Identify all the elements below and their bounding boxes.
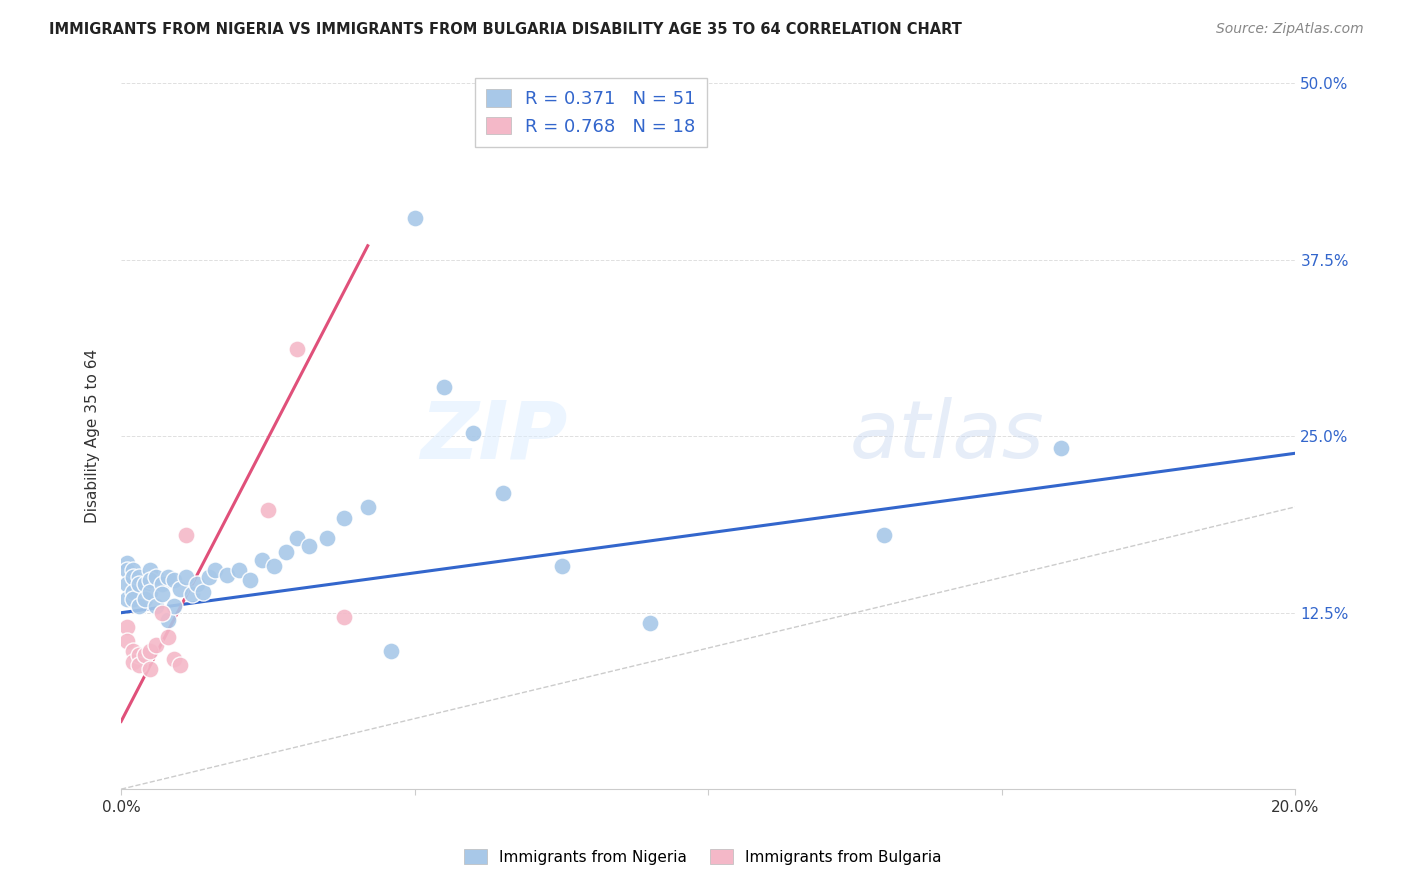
Point xyxy=(134,591,156,606)
Point xyxy=(380,644,402,658)
Point xyxy=(250,553,273,567)
Point xyxy=(122,591,145,606)
Point xyxy=(139,584,162,599)
Point xyxy=(163,652,186,666)
Point xyxy=(139,574,162,588)
Point xyxy=(285,342,308,356)
Point xyxy=(550,559,572,574)
Point xyxy=(285,531,308,545)
Point xyxy=(357,500,380,514)
Point xyxy=(215,567,238,582)
Point xyxy=(239,574,262,588)
Point xyxy=(333,511,356,525)
Point xyxy=(122,655,145,669)
Point xyxy=(492,485,515,500)
Point xyxy=(315,531,337,545)
Text: Source: ZipAtlas.com: Source: ZipAtlas.com xyxy=(1216,22,1364,37)
Point xyxy=(128,599,150,613)
Point xyxy=(139,644,162,658)
Point xyxy=(193,584,215,599)
Point xyxy=(115,563,138,577)
Point xyxy=(128,648,150,662)
Point xyxy=(115,557,138,571)
Text: IMMIGRANTS FROM NIGERIA VS IMMIGRANTS FROM BULGARIA DISABILITY AGE 35 TO 64 CORR: IMMIGRANTS FROM NIGERIA VS IMMIGRANTS FR… xyxy=(49,22,962,37)
Point xyxy=(169,657,191,672)
Point xyxy=(163,574,186,588)
Point xyxy=(169,582,191,596)
Legend: R = 0.371   N = 51, R = 0.768   N = 18: R = 0.371 N = 51, R = 0.768 N = 18 xyxy=(475,78,707,146)
Point xyxy=(333,610,356,624)
Point xyxy=(134,648,156,662)
Point xyxy=(263,559,285,574)
Point xyxy=(1049,441,1071,455)
Point xyxy=(198,570,221,584)
Point xyxy=(204,563,226,577)
Point xyxy=(157,613,180,627)
Point xyxy=(115,634,138,648)
Point xyxy=(145,570,167,584)
Point xyxy=(274,545,297,559)
Point xyxy=(115,577,138,591)
Point xyxy=(145,638,167,652)
Point xyxy=(139,662,162,676)
Point xyxy=(122,570,145,584)
Point xyxy=(150,606,173,620)
Point xyxy=(186,577,208,591)
Point xyxy=(115,620,138,634)
Point xyxy=(157,630,180,644)
Point xyxy=(257,502,280,516)
Text: atlas: atlas xyxy=(849,397,1045,475)
Point xyxy=(873,528,896,542)
Point xyxy=(463,426,485,441)
Point xyxy=(638,615,661,630)
Point xyxy=(298,540,321,554)
Point xyxy=(157,570,180,584)
Point xyxy=(122,563,145,577)
Point xyxy=(174,570,197,584)
Point xyxy=(128,657,150,672)
Point xyxy=(150,577,173,591)
Point xyxy=(115,591,138,606)
Point xyxy=(180,587,202,601)
Text: ZIP: ZIP xyxy=(420,397,568,475)
Point xyxy=(122,644,145,658)
Point xyxy=(134,577,156,591)
Point xyxy=(174,528,197,542)
Point xyxy=(128,577,150,591)
Point xyxy=(433,380,456,394)
Point xyxy=(163,599,186,613)
Point xyxy=(228,563,250,577)
Point xyxy=(128,570,150,584)
Point xyxy=(150,587,173,601)
Point xyxy=(122,584,145,599)
Point xyxy=(139,563,162,577)
Point xyxy=(145,599,167,613)
Y-axis label: Disability Age 35 to 64: Disability Age 35 to 64 xyxy=(86,350,100,524)
Point xyxy=(404,211,426,225)
Legend: Immigrants from Nigeria, Immigrants from Bulgaria: Immigrants from Nigeria, Immigrants from… xyxy=(458,843,948,871)
